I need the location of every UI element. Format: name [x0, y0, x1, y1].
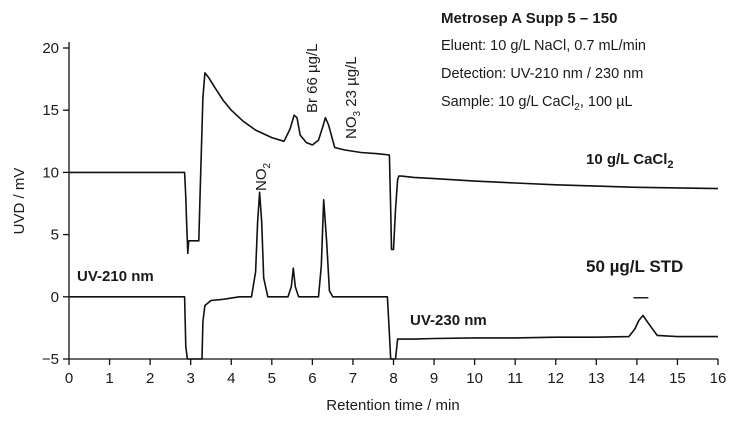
label-std: 50 µg/L STD — [586, 257, 683, 276]
x-tick-label: 9 — [430, 370, 438, 387]
y-tick-label: 0 — [51, 289, 59, 306]
y-tick-label: 10 — [42, 164, 59, 181]
peak-label-no3: NO3 23 µg/L — [343, 56, 363, 139]
peak-label-no2: NO2 — [253, 163, 273, 192]
peak-label-no3-sub: 3 — [352, 111, 363, 117]
peak-label-no3-suffix: 23 µg/L — [343, 56, 360, 111]
info-detection: Detection: UV-210 nm / 230 nm — [441, 66, 643, 82]
info-sample-prefix: Sample: 10 g/L CaCl — [441, 94, 574, 110]
label-uv230: UV-230 nm — [410, 312, 487, 329]
label-cacl2-sub: 2 — [667, 159, 673, 171]
annotation-dash: — — [633, 289, 648, 306]
y-axis-label: UVD / mV — [11, 168, 28, 235]
x-tick-label: 6 — [308, 370, 316, 387]
x-tick-label: 11 — [507, 370, 523, 387]
info-sample-suffix: , 100 µL — [580, 94, 633, 110]
label-uv210: UV-210 nm — [77, 268, 154, 285]
label-cacl2: 10 g/L CaCl2 — [586, 151, 674, 171]
info-sample: Sample: 10 g/L CaCl2, 100 µL — [441, 94, 633, 113]
y-tick-label: 15 — [42, 102, 59, 119]
peak-label-no2-prefix: NO — [253, 169, 270, 192]
x-tick-label: 2 — [146, 370, 154, 387]
info-sample-sub: 2 — [574, 102, 580, 113]
x-tick-label: 3 — [187, 370, 195, 387]
peak-label-no3-prefix: NO — [343, 117, 360, 140]
y-tick-label: −5 — [42, 351, 59, 368]
x-tick-label: 7 — [349, 370, 357, 387]
label-cacl2-prefix: 10 g/L CaCl — [586, 151, 667, 168]
y-tick-label: 5 — [51, 227, 59, 244]
x-tick-label: 1 — [105, 370, 113, 387]
peak-label-no2-sub: 2 — [262, 163, 273, 169]
x-ticks: 0 1 2 3 4 5 6 7 8 9 10 11 12 13 14 15 16 — [65, 359, 727, 387]
x-tick-label: 4 — [227, 370, 235, 387]
y-tick-label: 20 — [42, 40, 59, 57]
peak-label-br: Br 66 µg/L — [304, 43, 321, 113]
x-tick-label: 5 — [268, 370, 276, 387]
trace-cacl2 — [69, 72, 719, 255]
info-title: Metrosep A Supp 5 – 150 — [441, 10, 617, 27]
x-tick-label: 8 — [389, 370, 397, 387]
info-box: Metrosep A Supp 5 – 150 Eluent: 10 g/L N… — [441, 10, 646, 113]
x-tick-label: 13 — [588, 370, 605, 387]
x-axis-label: Retention time / min — [326, 397, 459, 414]
y-ticks: −5 0 5 10 15 20 — [42, 40, 69, 368]
x-tick-label: 14 — [629, 370, 646, 387]
x-tick-label: 16 — [710, 370, 727, 387]
x-tick-label: 0 — [65, 370, 73, 387]
x-tick-label: 10 — [466, 370, 483, 387]
trace-std — [69, 191, 718, 360]
annotations: — — [633, 289, 648, 306]
x-tick-label: 12 — [547, 370, 564, 387]
x-tick-label: 15 — [669, 370, 686, 387]
info-eluent: Eluent: 10 g/L NaCl, 0.7 mL/min — [441, 38, 646, 54]
